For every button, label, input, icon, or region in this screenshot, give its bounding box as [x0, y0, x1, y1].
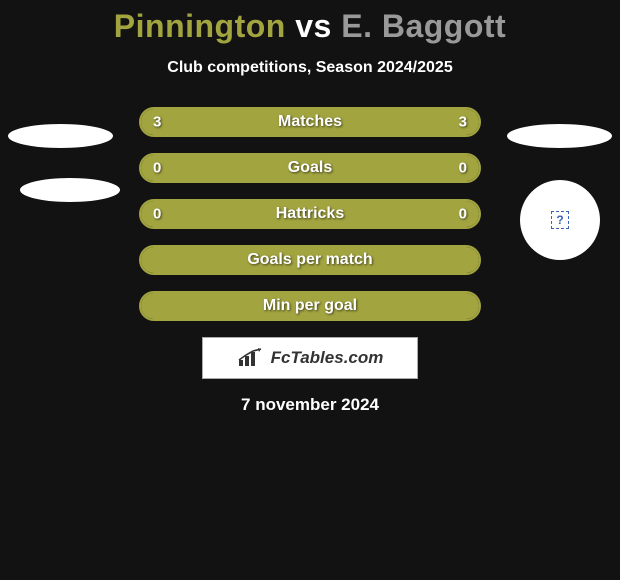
stat-fill-right	[310, 201, 479, 227]
stat-fill-left	[141, 155, 310, 181]
stat-value-left: 0	[153, 160, 161, 177]
stat-row: 33Matches	[139, 107, 481, 137]
stat-row: Goals per match	[139, 245, 481, 275]
stat-value-right: 0	[459, 206, 467, 223]
comparison-title: Pinnington vs E. Baggott	[0, 0, 620, 45]
brand-box: FcTables.com	[202, 337, 418, 379]
player1-name: Pinnington	[114, 8, 286, 44]
stat-fill-left	[141, 247, 310, 273]
stat-fill-right	[310, 247, 479, 273]
vs-separator: vs	[295, 8, 332, 44]
stat-fill-right	[310, 109, 479, 135]
stat-value-right: 0	[459, 160, 467, 177]
stat-row: 00Goals	[139, 153, 481, 183]
stat-fill-right	[310, 293, 479, 319]
brand-bars-icon	[237, 348, 265, 368]
stat-value-left: 3	[153, 114, 161, 131]
stat-row: Min per goal	[139, 291, 481, 321]
stat-fill-right	[310, 155, 479, 181]
player2-name: E. Baggott	[341, 8, 506, 44]
player2-photo-placeholder-top	[507, 124, 612, 148]
brand-text: FcTables.com	[271, 348, 384, 368]
player1-photo-placeholder-top	[8, 124, 113, 148]
missing-image-icon: ?	[551, 211, 569, 229]
stat-fill-left	[141, 109, 310, 135]
date-text: 7 november 2024	[0, 395, 620, 415]
subtitle: Club competitions, Season 2024/2025	[0, 59, 620, 77]
stat-fill-left	[141, 201, 310, 227]
player2-photo-placeholder-disc: ?	[520, 180, 600, 260]
stat-fill-left	[141, 293, 310, 319]
player1-photo-placeholder-bottom	[20, 178, 120, 202]
stat-row: 00Hattricks	[139, 199, 481, 229]
stat-value-right: 3	[459, 114, 467, 131]
stat-value-left: 0	[153, 206, 161, 223]
